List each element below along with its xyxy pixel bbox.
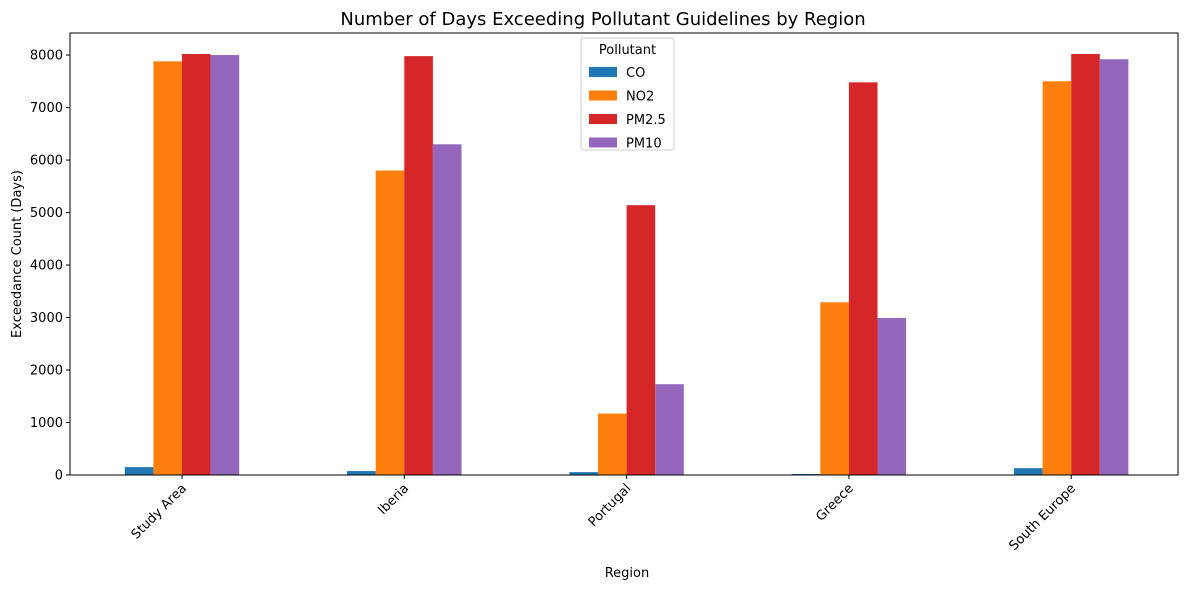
legend-label: NO2 xyxy=(626,90,654,105)
y-tick-label: 0 xyxy=(55,469,63,484)
bar-pm25-portugal xyxy=(626,205,656,475)
y-tick-label: 5000 xyxy=(30,206,63,221)
y-tick-label: 7000 xyxy=(30,101,63,116)
bar-no2-study-area xyxy=(153,61,182,475)
bar-co-iberia xyxy=(347,471,376,475)
legend-label: PM2.5 xyxy=(626,113,666,128)
legend-swatch xyxy=(589,114,617,124)
bar-co-study-area xyxy=(124,467,154,475)
bar-pm10-greece xyxy=(877,318,907,475)
y-tick-label: 3000 xyxy=(30,311,63,326)
bar-pm10-iberia xyxy=(432,144,462,476)
y-tick-label: 4000 xyxy=(30,259,63,274)
legend-swatch xyxy=(589,90,617,101)
bar-pm25-iberia xyxy=(404,56,433,475)
bar-pm25-greece xyxy=(848,82,878,475)
x-tick-label: Greece xyxy=(813,481,856,524)
bar-pm10-study-area xyxy=(210,55,240,476)
y-tick-label: 8000 xyxy=(30,49,63,64)
y-axis-label: Exceedance Count (Days) xyxy=(10,170,25,338)
chart-title: Number of Days Exceeding Pollutant Guide… xyxy=(340,9,865,30)
bar-co-south-europe xyxy=(1014,468,1043,475)
x-tick-label: Study Area xyxy=(129,481,190,542)
bar-no2-greece xyxy=(820,302,849,475)
legend-label: PM10 xyxy=(626,137,662,152)
legend: Pollutant CO NO2 PM2.5 PM10 xyxy=(580,37,675,152)
bar-co-greece xyxy=(791,473,821,475)
x-tick-label: Portugal xyxy=(586,481,635,530)
bar-pm10-portugal xyxy=(655,384,684,475)
legend-swatch xyxy=(589,137,617,148)
plot-area: Study Area Iberia Portugal Greece South Euro… xyxy=(30,49,1129,554)
bar-pm10-south-europe xyxy=(1099,59,1129,475)
legend-swatch xyxy=(589,67,617,77)
y-tick-label: 6000 xyxy=(30,154,63,169)
x-tick-label: Iberia xyxy=(375,481,412,518)
bar-no2-south-europe xyxy=(1042,81,1072,475)
legend-label: CO xyxy=(626,66,645,81)
y-tick-label: 2000 xyxy=(30,364,63,379)
plot-frame xyxy=(69,32,1179,476)
x-axis-label: Region xyxy=(605,566,650,581)
legend-title: Pollutant xyxy=(599,43,656,58)
bar-pm25-south-europe xyxy=(1071,54,1100,475)
bar-co-portugal xyxy=(569,472,598,475)
bar-no2-iberia xyxy=(375,170,405,475)
y-tick-label: 1000 xyxy=(30,416,63,431)
bar-no2-portugal xyxy=(598,413,627,475)
bar-pm25-study-area xyxy=(182,54,211,475)
x-tick-label: South Europe xyxy=(1006,481,1079,554)
